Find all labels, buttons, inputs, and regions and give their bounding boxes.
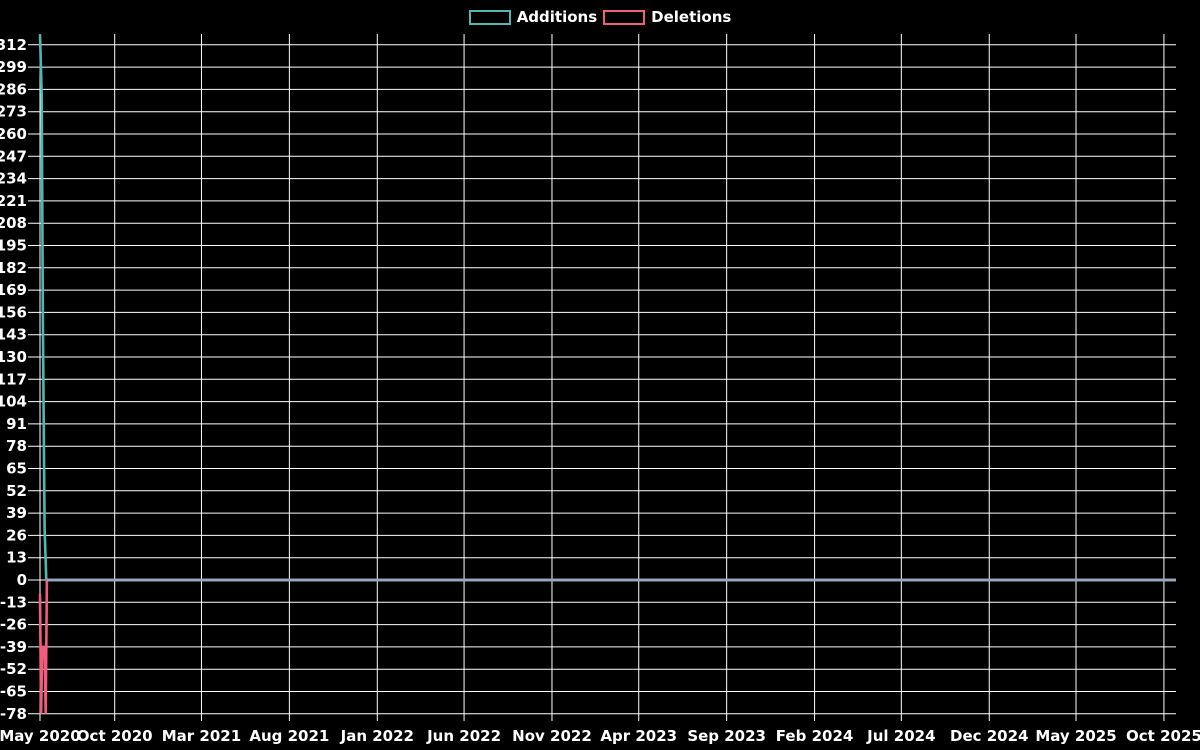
y-tick-label: 13 xyxy=(6,549,27,567)
y-tick-label: 312 xyxy=(0,36,27,54)
y-tick-label: -39 xyxy=(0,638,27,656)
deletions-legend-label: Deletions xyxy=(651,8,732,26)
x-tick-label: Jun 2022 xyxy=(426,727,501,745)
y-tick-label: 91 xyxy=(6,415,27,433)
y-tick-label: 260 xyxy=(0,125,27,143)
x-tick-label: Feb 2024 xyxy=(776,727,854,745)
y-tick-label: 0 xyxy=(17,571,27,589)
additions-swatch-icon xyxy=(468,10,511,25)
deletions-swatch-icon xyxy=(603,10,646,25)
additions-series-line xyxy=(38,34,1176,582)
y-tick-label: 52 xyxy=(6,482,27,500)
x-tick-label: May 2020 xyxy=(0,727,81,745)
x-tick-label: Jan 2022 xyxy=(340,727,414,745)
additions-legend-label: Additions xyxy=(516,8,598,26)
y-tick-label: -65 xyxy=(0,683,27,701)
x-tick-label: Oct 2020 xyxy=(77,727,153,745)
y-tick-label: 299 xyxy=(0,58,27,76)
x-tick-label: Dec 2024 xyxy=(950,727,1029,745)
y-tick-label: 26 xyxy=(6,526,27,544)
legend-item-deletions[interactable]: Deletions xyxy=(603,9,731,26)
x-tick-label: Oct 2025 xyxy=(1126,727,1200,745)
y-tick-label: 208 xyxy=(0,214,27,232)
y-tick-label: 273 xyxy=(0,103,27,121)
x-tick-label: May 2025 xyxy=(1035,727,1116,745)
x-tick-label: Apr 2023 xyxy=(600,727,677,745)
x-tick-label: Mar 2021 xyxy=(162,727,241,745)
y-tick-label: -52 xyxy=(0,660,27,678)
x-tick-label: Sep 2023 xyxy=(687,727,766,745)
y-tick-label: 130 xyxy=(0,348,27,366)
y-gridlines: 3122992862732602472342212081951821691561… xyxy=(0,36,1176,723)
y-tick-label: 156 xyxy=(0,303,27,321)
y-tick-label: -26 xyxy=(0,616,27,634)
y-tick-label: -78 xyxy=(0,705,27,723)
x-tick-label: Nov 2022 xyxy=(512,727,592,745)
y-tick-label: 65 xyxy=(6,459,27,477)
y-tick-label: 169 xyxy=(0,281,27,299)
y-tick-label: 247 xyxy=(0,147,27,165)
x-tick-label: Jul 2024 xyxy=(866,727,935,745)
y-tick-label: 78 xyxy=(6,437,27,455)
y-tick-label: 143 xyxy=(0,326,27,344)
chart-legend: Additions Deletions xyxy=(0,9,1200,26)
y-tick-label: -13 xyxy=(0,593,27,611)
y-tick-label: 182 xyxy=(0,259,27,277)
legend-item-additions[interactable]: Additions xyxy=(468,8,598,26)
y-tick-label: 39 xyxy=(6,504,27,522)
y-tick-label: 286 xyxy=(0,80,27,98)
y-tick-label: 117 xyxy=(0,370,27,388)
x-tick-label: Aug 2021 xyxy=(249,727,329,745)
y-tick-label: 234 xyxy=(0,170,27,188)
y-tick-label: 195 xyxy=(0,236,27,254)
y-tick-label: 221 xyxy=(0,192,27,210)
y-tick-label: 104 xyxy=(0,393,27,411)
